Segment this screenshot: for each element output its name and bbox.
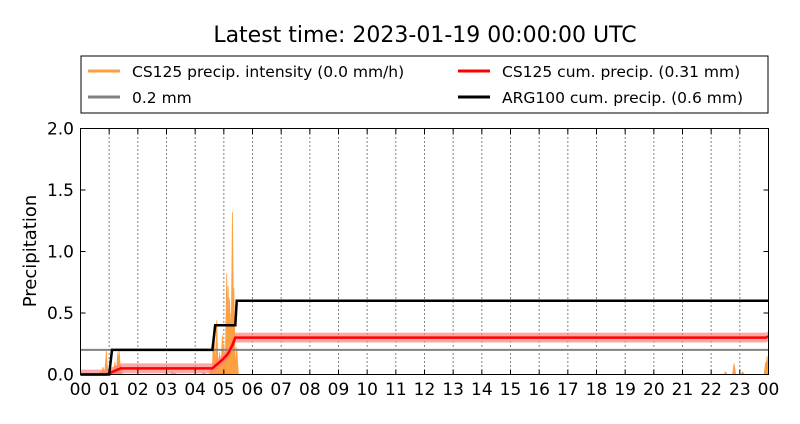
y-tick-label: 0.0 <box>47 366 74 386</box>
legend-label: ARG100 cum. precip. (0.6 mm) <box>502 89 743 107</box>
axis-ticks: 00 01 02 03 04 05 06 07 08 09 10 11 12 13 14 15 16 17 18 19… <box>47 120 779 401</box>
x-tick-label: 11 <box>385 380 407 400</box>
x-tick-label: 17 <box>557 380 579 400</box>
x-tick-label: 07 <box>270 380 292 400</box>
x-tick-label: 23 <box>729 380 751 400</box>
y-tick-label: 0.5 <box>47 304 74 324</box>
plot-area <box>80 128 770 376</box>
legend-label: CS125 precip. intensity (0.0 mm/h) <box>132 63 404 81</box>
x-tick-label: 03 <box>156 380 178 400</box>
x-tick-label: 06 <box>242 380 264 400</box>
intensity-spike <box>732 363 737 375</box>
x-tick-label: 05 <box>213 380 235 400</box>
x-tick-label: 12 <box>414 380 436 400</box>
y-axis-label: Precipitation <box>20 195 41 308</box>
y-tick-label: 1.0 <box>47 243 74 263</box>
x-tick-label: 09 <box>328 380 350 400</box>
x-tick-label: 00 <box>758 380 780 400</box>
cs125-uncertainty-band <box>80 331 769 375</box>
chart-title: Latest time: 2023-01-19 00:00:00 UTC <box>213 23 636 48</box>
legend-label: 0.2 mm <box>132 89 192 107</box>
x-tick-label: 02 <box>127 380 149 400</box>
legend-items: CS125 precip. intensity (0.0 mm/h) CS125 … <box>88 63 743 107</box>
legend-box <box>80 55 769 114</box>
x-tick-label: 15 <box>500 380 522 400</box>
y-tick-label: 2.0 <box>47 120 74 140</box>
x-tick-label: 08 <box>299 380 321 400</box>
x-tick-label: 22 <box>700 380 722 400</box>
x-tick-label: 00 <box>70 380 92 400</box>
x-tick-label: 19 <box>614 380 636 400</box>
x-tick-label: 04 <box>184 380 206 400</box>
x-tick-label: 16 <box>528 380 550 400</box>
x-tick-label: 18 <box>586 380 608 400</box>
y-tick-label: 1.5 <box>47 181 74 201</box>
x-tick-label: 21 <box>672 380 694 400</box>
intensity-spike <box>234 347 239 375</box>
legend: CS125 precip. intensity (0.0 mm/h) CS125 … <box>80 55 769 114</box>
x-tick-label: 10 <box>356 380 378 400</box>
x-tick-label: 14 <box>471 380 493 400</box>
legend-label: CS125 cum. precip. (0.31 mm) <box>502 63 740 81</box>
x-tick-label: 01 <box>98 380 120 400</box>
x-tick-label: 20 <box>643 380 665 400</box>
x-tick-label: 13 <box>442 380 464 400</box>
